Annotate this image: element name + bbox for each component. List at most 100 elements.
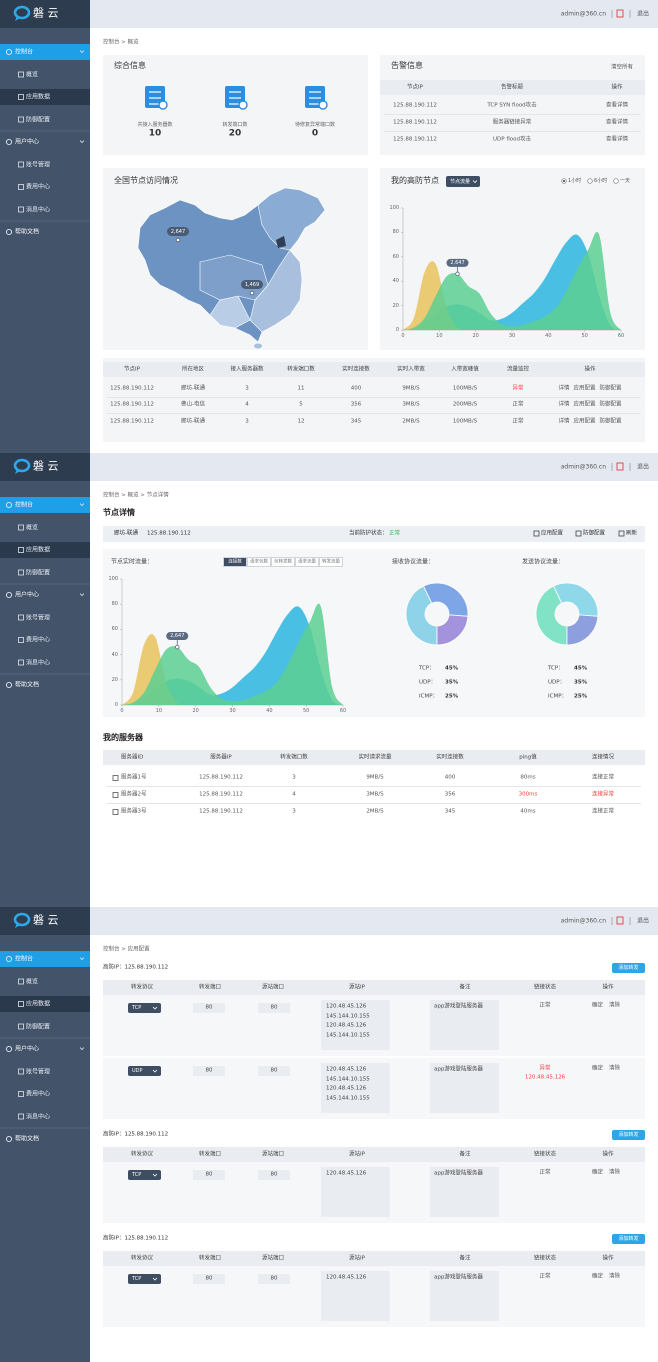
menu-item[interactable]: 应用数据 (26, 1000, 51, 1008)
menu-group[interactable]: 控制台 (15, 501, 34, 509)
protocol-select[interactable] (128, 1274, 161, 1284)
tab[interactable] (295, 557, 319, 567)
port-input[interactable] (193, 1003, 225, 1013)
link[interactable]: 防御配置 (599, 418, 622, 425)
menu-item[interactable]: 概览 (26, 70, 39, 78)
menu-item[interactable]: 防御配置 (26, 568, 51, 576)
link[interactable]: 应用配置 (573, 418, 596, 425)
tab-label: 包转发数 (274, 559, 292, 565)
row-action[interactable]: 确定 (592, 1169, 604, 1176)
link[interactable]: 应用配置 (573, 385, 596, 392)
stat-icon-badge (158, 100, 168, 110)
ip-textarea[interactable] (321, 1063, 390, 1113)
menu-item[interactable]: 概览 (26, 523, 39, 531)
add-button[interactable] (612, 1234, 645, 1244)
menu-group[interactable]: 控制台 (15, 955, 34, 963)
port-input[interactable] (258, 1003, 290, 1013)
tab[interactable] (247, 557, 271, 567)
user-name[interactable]: admin@360.cn (560, 917, 606, 925)
link[interactable]: 防御配置 (599, 385, 622, 392)
logout[interactable]: 退出 (637, 917, 650, 925)
link[interactable]: 应用配置 (573, 401, 596, 408)
menu-item[interactable]: 概览 (26, 977, 39, 985)
tab[interactable] (223, 557, 247, 567)
link-status: 120.48.45.126 (524, 1074, 566, 1081)
tab[interactable] (319, 557, 343, 567)
action[interactable]: 刷新 (626, 530, 638, 537)
logout[interactable]: 退出 (637, 10, 650, 18)
menu-item[interactable]: 应用数据 (26, 93, 51, 101)
menu-item[interactable]: 账号管理 (26, 160, 51, 168)
link[interactable]: 详情 (558, 418, 570, 425)
radio-label[interactable]: 6小时 (594, 178, 608, 184)
menu-group[interactable]: 用户中心 (15, 1045, 40, 1053)
ip-textarea[interactable] (321, 1271, 390, 1321)
row-action[interactable]: 确定 (592, 1002, 604, 1009)
menu-item[interactable]: 账号管理 (26, 613, 51, 621)
menu-item[interactable]: 防御配置 (26, 1022, 51, 1030)
select-arrow (152, 1173, 158, 1177)
note-textarea[interactable] (430, 1000, 499, 1050)
action[interactable]: 防御配置 (583, 530, 606, 537)
table-cell: 3 (245, 418, 249, 425)
row-action[interactable]: 确定 (592, 1065, 604, 1072)
row-action[interactable]: 清除 (609, 1002, 621, 1009)
protocol-select[interactable] (128, 1170, 161, 1180)
table-cell[interactable]: 查看详情 (605, 136, 629, 143)
menu-item[interactable]: 账号管理 (26, 1067, 51, 1075)
port-input[interactable] (193, 1274, 225, 1284)
add-button[interactable] (612, 1130, 645, 1140)
menu-item[interactable]: 费用中心 (26, 1090, 51, 1098)
tab[interactable] (271, 557, 295, 567)
row-action[interactable]: 确定 (592, 1273, 604, 1280)
action[interactable]: 应用配置 (541, 530, 564, 537)
link[interactable]: 详情 (558, 401, 570, 408)
protocol-select[interactable] (128, 1003, 161, 1013)
menu-group[interactable]: 帮助文档 (15, 1135, 40, 1143)
note-textarea[interactable] (430, 1063, 499, 1113)
link[interactable]: 防御配置 (599, 401, 622, 408)
port-input[interactable] (258, 1170, 290, 1180)
add-button[interactable] (612, 963, 645, 973)
menu-item[interactable]: 消息中心 (26, 1112, 51, 1120)
annotation-point (175, 644, 180, 650)
table-cell[interactable]: 查看详情 (605, 102, 629, 109)
menu-item[interactable]: 消息中心 (26, 658, 51, 666)
menu-item[interactable]: 费用中心 (26, 636, 51, 644)
user-name[interactable]: admin@360.cn (560, 463, 606, 471)
table-cell[interactable]: 查看详情 (605, 119, 629, 126)
row-action[interactable]: 清除 (609, 1169, 621, 1176)
note-textarea[interactable] (430, 1271, 499, 1321)
dropdown[interactable] (446, 176, 480, 187)
port-input[interactable] (193, 1066, 225, 1076)
row-action[interactable]: 清除 (609, 1273, 621, 1280)
menu-group[interactable]: 用户中心 (15, 591, 40, 599)
user-name[interactable]: admin@360.cn (560, 10, 606, 18)
menu-item[interactable]: 防御配置 (26, 115, 51, 123)
menu-item[interactable]: 费用中心 (26, 183, 51, 191)
menu-item[interactable]: 应用数据 (26, 546, 51, 554)
menu-group[interactable]: 帮助文档 (15, 228, 40, 236)
link[interactable]: 详情 (558, 385, 570, 392)
menu-chevron (79, 957, 85, 961)
select-arrow (152, 1006, 158, 1010)
map-marker-label: 2,647 (170, 228, 186, 235)
ip-textarea[interactable] (321, 1000, 390, 1050)
port-input[interactable] (193, 1170, 225, 1180)
menu-group[interactable]: 用户中心 (15, 138, 40, 146)
menu-group[interactable]: 控制台 (15, 48, 34, 56)
ip-textarea[interactable] (321, 1167, 390, 1217)
menu-icon (5, 138, 13, 146)
table-header (103, 1251, 645, 1266)
row-action[interactable]: 清除 (609, 1065, 621, 1072)
radio-label[interactable]: 1小时 (568, 178, 582, 184)
logout[interactable]: 退出 (637, 463, 650, 471)
clear-link[interactable]: 清空所有 (610, 64, 633, 71)
menu-group[interactable]: 帮助文档 (15, 681, 40, 689)
radio-label[interactable]: 一天 (620, 178, 631, 184)
protocol-select[interactable] (128, 1066, 161, 1076)
menu-item[interactable]: 消息中心 (26, 205, 51, 213)
port-input[interactable] (258, 1066, 290, 1076)
port-input[interactable] (258, 1274, 290, 1284)
note-textarea[interactable] (430, 1167, 499, 1217)
